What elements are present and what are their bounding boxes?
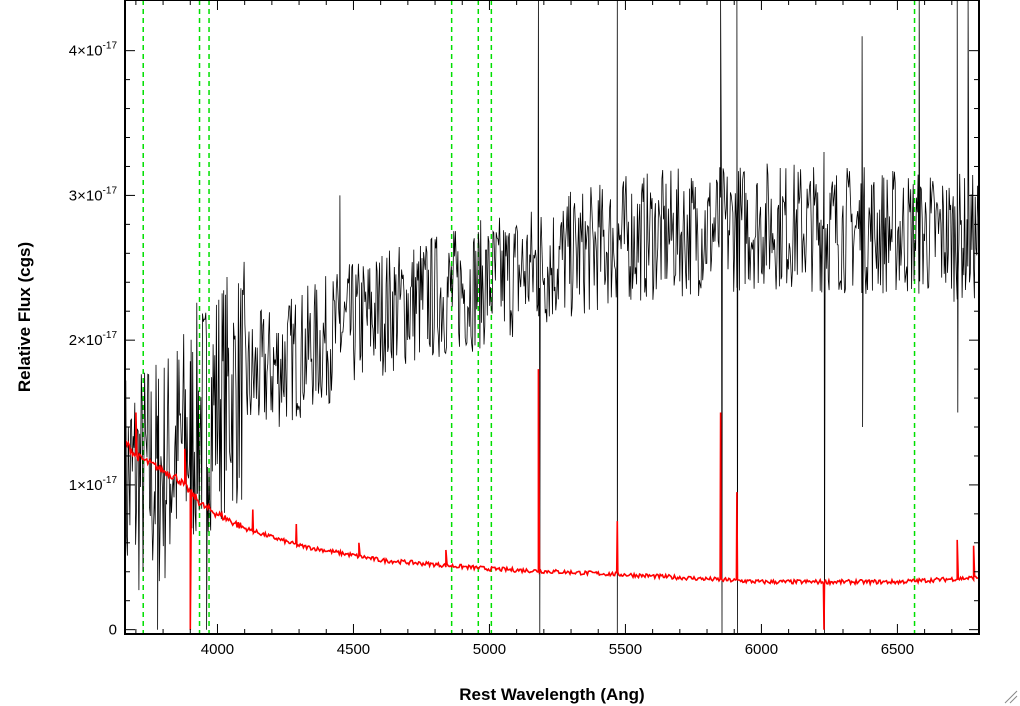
y-tick-label: 3×10-17 [69,185,118,204]
y-tick-label: 4×10-17 [69,41,118,60]
y-tick-label: 2×10-17 [69,330,118,349]
x-tick-label: 4500 [337,641,370,658]
x-tick-label: 4000 [201,641,234,658]
reference-lines [142,0,916,634]
error-spectrum-line [124,369,980,630]
x-axis-label: Rest Wavelength (Ang) [459,685,644,704]
plot-frame [124,0,980,635]
flux-spectrum-line [124,0,979,634]
error-series [124,369,980,630]
x-tick-label: 5500 [609,641,642,658]
x-tick-label: 6000 [745,641,778,658]
flux-series [124,0,979,634]
resize-grip-icon[interactable] [1004,690,1018,704]
x-axis: 4000 4500 5000 5500 6000 6500 [135,0,980,658]
x-tick-label: 5000 [473,641,506,658]
x-tick-label: 6500 [881,641,914,658]
y-tick-label: 1×10-17 [69,475,118,494]
y-tick-label: 0 [109,622,117,639]
y-axis: 0 1×10-17 2×10-17 3×10-17 4×10-17 [69,41,979,639]
y-axis-label: Relative Flux (cgs) [15,242,34,392]
